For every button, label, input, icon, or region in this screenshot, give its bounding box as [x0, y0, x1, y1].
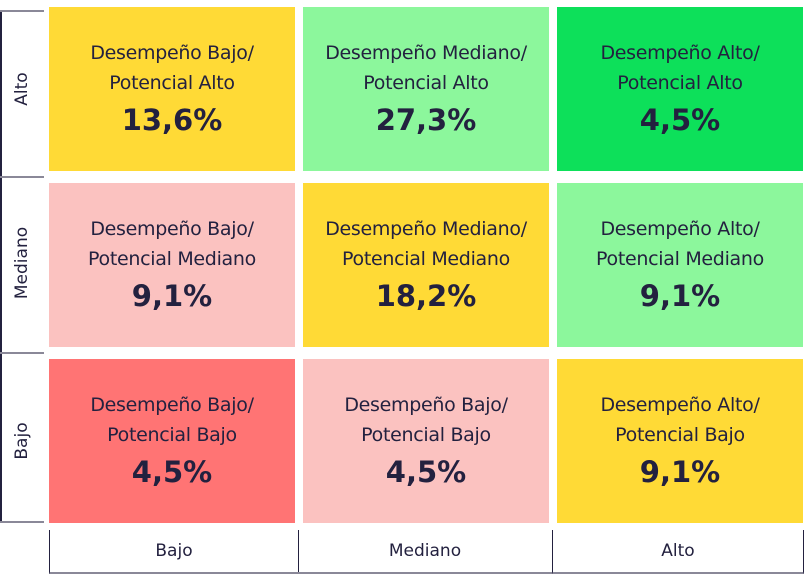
cell-label-line2: Potencial Bajo	[615, 424, 745, 446]
grid-cell: Desempeño Mediano/ Potencial Alto 27,3%	[303, 7, 549, 171]
cell-label-line1: Desempeño Alto/	[600, 42, 760, 64]
cell-label-line2: Potencial Alto	[109, 72, 235, 94]
grid-cell: Desempeño Mediano/ Potencial Mediano 18,…	[303, 183, 549, 347]
cell-percentage: 4,5%	[639, 103, 721, 137]
grid-cell: Desempeño Bajo/ Potencial Alto 13,6%	[49, 7, 295, 171]
cell-label-line1: Desempeño Bajo/	[90, 42, 254, 64]
y-axis-tick	[0, 176, 44, 178]
y-axis-tick	[0, 10, 44, 12]
cell-percentage: 4,5%	[385, 455, 467, 489]
y-label-bajo: Bajo	[12, 422, 32, 460]
cell-percentage: 18,2%	[375, 279, 477, 313]
grid-cell: Desempeño Bajo/ Potencial Mediano 9,1%	[49, 183, 295, 347]
grid-cell: Desempeño Alto/ Potencial Mediano 9,1%	[557, 183, 803, 347]
cell-percentage: 9,1%	[639, 455, 721, 489]
cell-label-line2: Potencial Mediano	[88, 248, 256, 270]
cell-percentage: 9,1%	[639, 279, 721, 313]
cell-label-line2: Potencial Alto	[617, 72, 743, 94]
cell-label-line2: Potencial Bajo	[361, 424, 491, 446]
cell-percentage: 27,3%	[375, 103, 477, 137]
cell-label-line1: Desempeño Bajo/	[344, 394, 508, 416]
grid-cell: Desempeño Bajo/ Potencial Bajo 4,5%	[303, 359, 549, 523]
cell-label-line1: Desempeño Mediano/	[325, 218, 527, 240]
y-axis-tick	[0, 352, 44, 354]
y-axis-tick	[0, 521, 44, 523]
cell-label-line1: Desempeño Mediano/	[325, 42, 527, 64]
cell-percentage: 4,5%	[131, 455, 213, 489]
cell-label-line1: Desempeño Alto/	[600, 394, 760, 416]
y-axis-line	[0, 10, 46, 522]
cell-label-line2: Potencial Mediano	[596, 248, 764, 270]
grid-cell: Desempeño Alto/ Potencial Bajo 9,1%	[557, 359, 803, 523]
grid-cell: Desempeño Bajo/ Potencial Bajo 4,5%	[49, 359, 295, 523]
x-label-mediano: Mediano	[298, 530, 553, 574]
cell-label-line2: Potencial Mediano	[342, 248, 510, 270]
x-label-bajo: Bajo	[49, 530, 299, 574]
cell-label-line1: Desempeño Bajo/	[90, 218, 254, 240]
x-label-alto: Alto	[553, 530, 804, 574]
cell-label-line1: Desempeño Bajo/	[90, 394, 254, 416]
y-label-mediano: Mediano	[12, 226, 32, 300]
y-label-alto: Alto	[12, 72, 32, 106]
cell-percentage: 13,6%	[121, 103, 223, 137]
grid-cell: Desempeño Alto/ Potencial Alto 4,5%	[557, 7, 803, 171]
cell-percentage: 9,1%	[131, 279, 213, 313]
cell-label-line1: Desempeño Alto/	[600, 218, 760, 240]
cell-label-line2: Potencial Alto	[363, 72, 489, 94]
cell-label-line2: Potencial Bajo	[107, 424, 237, 446]
